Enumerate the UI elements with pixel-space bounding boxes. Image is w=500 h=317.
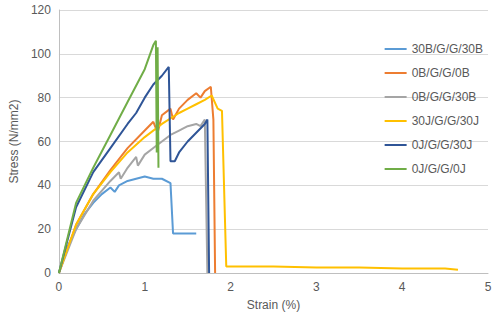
svg-text:0B/G/G/30B: 0B/G/G/30B <box>412 90 477 104</box>
svg-text:40: 40 <box>38 178 52 192</box>
svg-text:0J/G/G/0J: 0J/G/G/0J <box>412 162 466 176</box>
svg-text:Strain (%): Strain (%) <box>247 298 300 312</box>
svg-text:2: 2 <box>227 280 234 294</box>
svg-text:0B/G/G/0B: 0B/G/G/0B <box>412 66 470 80</box>
svg-text:30B/G/G/30B: 30B/G/G/30B <box>412 42 483 56</box>
svg-text:80: 80 <box>38 91 52 105</box>
svg-text:100: 100 <box>31 47 51 61</box>
svg-text:20: 20 <box>38 222 52 236</box>
svg-text:1: 1 <box>141 280 148 294</box>
svg-text:0J/G/G/30J: 0J/G/G/30J <box>412 138 473 152</box>
svg-text:Stress (N/mm2): Stress (N/mm2) <box>7 99 21 183</box>
svg-text:4: 4 <box>399 280 406 294</box>
svg-text:0: 0 <box>56 280 63 294</box>
svg-text:5: 5 <box>485 280 492 294</box>
svg-text:120: 120 <box>31 3 51 17</box>
svg-text:30J/G/G/30J: 30J/G/G/30J <box>412 114 479 128</box>
svg-text:0: 0 <box>44 266 51 280</box>
svg-text:60: 60 <box>38 135 52 149</box>
svg-text:3: 3 <box>313 280 320 294</box>
